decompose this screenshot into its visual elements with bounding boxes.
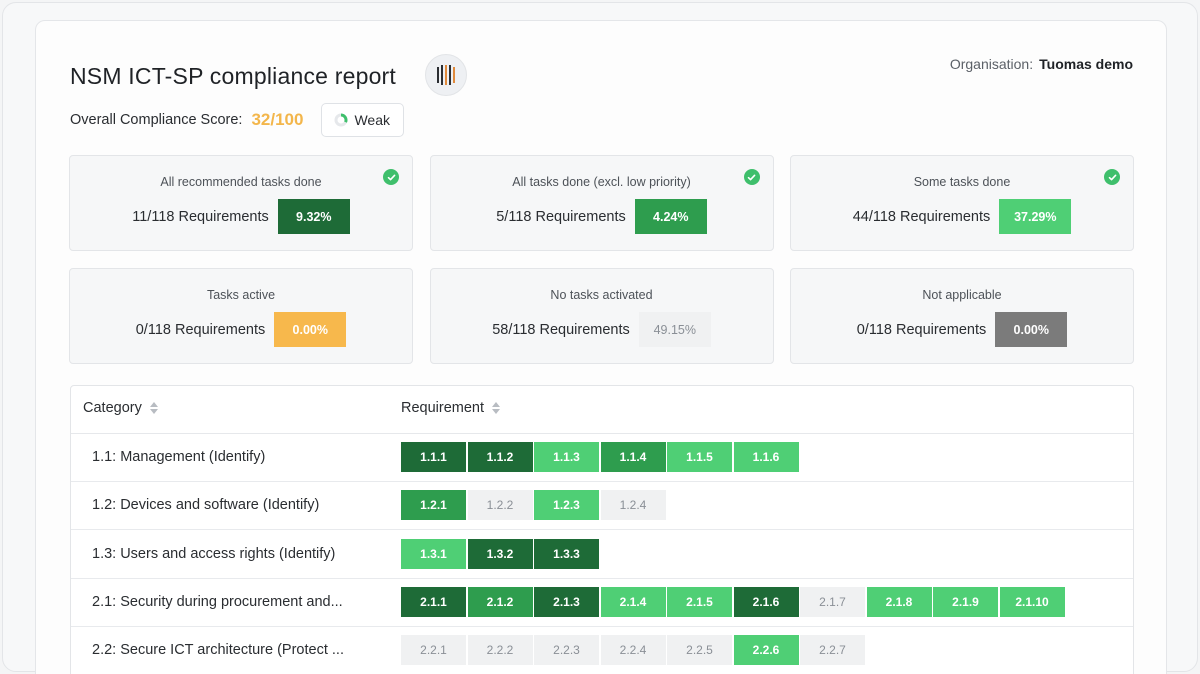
score-label: Overall Compliance Score:	[70, 112, 243, 128]
requirement-chip[interactable]: 1.3.2	[467, 538, 533, 569]
requirement-chip[interactable]: 2.2.4	[600, 635, 666, 666]
requirement-chips: 2.1.1 2.1.2 2.1.3 2.1.4 2.1.5 2.1.6 2.1.7 2.1.8…	[401, 586, 1066, 617]
requirement-chip[interactable]: 1.1.5	[667, 442, 732, 472]
table-row[interactable]: 1.3: Users and access rights (Identify) 1…	[71, 531, 1133, 579]
requirement-chip[interactable]: 2.1.2	[467, 586, 533, 617]
table-row[interactable]: 1.1: Management (Identify) 1.1.1 1.1.2 1.1.…	[71, 434, 1133, 482]
stat-requirements: 11/118 Requirements	[132, 208, 269, 225]
stat-requirements: 58/118 Requirements	[492, 321, 630, 338]
requirement-chip[interactable]: 2.1.7	[800, 586, 865, 617]
stat-percent-badge: 37.29%	[999, 199, 1072, 234]
requirement-chip[interactable]: 2.2.5	[667, 635, 732, 666]
requirements-table: Category Requirement 1.1: Management (Id…	[70, 385, 1134, 674]
requirement-chip[interactable]: 2.1.4	[600, 586, 666, 617]
check-circle-icon	[1104, 169, 1120, 185]
requirement-header-label: Requirement	[401, 400, 485, 416]
organisation-name: Tuomas demo	[1039, 56, 1133, 72]
stat-caption: Tasks active	[206, 288, 276, 302]
requirement-chips: 1.3.1 1.3.2 1.3.3	[401, 538, 601, 569]
requirement-chips: 2.2.1 2.2.2 2.2.3 2.2.4 2.2.5 2.2.6 2.2.7	[401, 635, 867, 666]
category-name: 1.1: Management (Identify)	[92, 449, 266, 465]
sort-icon[interactable]	[149, 402, 158, 414]
stat-percent-badge: 9.32%	[277, 199, 350, 234]
requirement-chip[interactable]: 1.3.3	[534, 538, 599, 569]
progress-ring-icon	[334, 113, 348, 127]
requirement-chips: 1.1.1 1.1.2 1.1.3 1.1.4 1.1.5 1.1.6	[401, 442, 800, 472]
score-value: 32/100	[251, 110, 304, 129]
requirement-chip[interactable]: 2.1.6	[733, 586, 799, 617]
sort-icon[interactable]	[492, 402, 501, 414]
stat-card: All tasks done (excl. low priority) 5/118…	[429, 155, 774, 251]
requirement-chip[interactable]: 2.2.6	[733, 635, 799, 666]
rating-badge[interactable]: Weak	[321, 103, 405, 137]
stat-caption: Some tasks done	[913, 175, 1011, 189]
stat-requirements: 44/118 Requirements	[852, 208, 991, 225]
requirement-chip[interactable]: 1.1.4	[600, 442, 666, 472]
check-circle-icon	[383, 169, 399, 185]
requirement-chip[interactable]: 2.2.2	[467, 635, 533, 666]
requirement-chip[interactable]: 1.1.1	[401, 442, 466, 472]
stat-percent-badge: 4.24%	[634, 199, 707, 234]
organisation-label: Organisation:	[949, 56, 1034, 72]
requirement-chip[interactable]: 1.2.4	[600, 490, 666, 521]
requirement-chip[interactable]: 2.1.1	[401, 586, 466, 617]
category-name: 2.1: Security during procurement and...	[92, 593, 343, 610]
category-name: 1.2: Devices and software (Identify)	[92, 497, 320, 514]
stat-caption: No tasks activated	[550, 288, 653, 302]
vertical-bars-logo-icon	[425, 54, 467, 96]
requirement-chip[interactable]: 2.2.3	[534, 635, 599, 666]
requirement-chip[interactable]: 1.1.6	[733, 442, 799, 472]
stat-requirements: 0/118 Requirements	[856, 321, 987, 338]
table-header: Category Requirement	[71, 386, 1133, 434]
requirement-chip[interactable]: 1.2.1	[401, 490, 466, 521]
requirement-chips: 1.2.1 1.2.2 1.2.3 1.2.4	[401, 490, 667, 521]
requirement-chip[interactable]: 2.1.3	[534, 586, 599, 617]
stat-card: Tasks active 0/118 Requirements 0.00%	[69, 268, 413, 364]
category-name: 2.2: Secure ICT architecture (Protect ..…	[92, 642, 344, 659]
stat-card: All recommended tasks done 11/118 Require…	[69, 155, 413, 251]
table-row[interactable]: 2.1: Security during procurement and... 2…	[71, 579, 1133, 627]
requirement-chip[interactable]: 1.1.2	[467, 442, 533, 472]
table-row[interactable]: 2.2: Secure ICT architecture (Protect ..…	[71, 627, 1133, 674]
check-circle-icon	[743, 169, 760, 185]
category-name: 1.3: Users and access rights (Identify)	[92, 545, 336, 562]
stat-card: Not applicable 0/118 Requirements 0.00%	[790, 268, 1134, 364]
stat-percent-badge: 49.15%	[638, 312, 711, 347]
requirement-column-header[interactable]: Requirement	[401, 400, 501, 416]
requirement-chip[interactable]: 1.1.3	[534, 442, 599, 472]
stat-percent-badge: 0.00%	[274, 312, 347, 347]
requirement-chip[interactable]: 2.1.10	[999, 586, 1065, 617]
page-title: NSM ICT-SP compliance report	[70, 63, 397, 89]
organisation-info: Organisation: Tuomas demo	[950, 56, 1133, 72]
requirement-chip[interactable]: 2.2.7	[800, 635, 865, 666]
stat-requirements: 5/118 Requirements	[496, 208, 626, 225]
requirement-chip[interactable]: 1.2.2	[467, 490, 533, 521]
requirement-chip[interactable]: 2.1.9	[933, 586, 998, 617]
category-header-label: Category	[83, 400, 142, 416]
stat-requirements: 0/118 Requirements	[135, 321, 266, 338]
stat-caption: Not applicable	[922, 288, 1002, 302]
table-row[interactable]: 1.2: Devices and software (Identify) 1.2.…	[71, 482, 1133, 531]
requirement-chip[interactable]: 1.2.3	[534, 490, 599, 521]
requirement-chip[interactable]: 2.1.5	[667, 586, 732, 617]
stat-caption: All recommended tasks done	[160, 175, 322, 189]
requirement-chip[interactable]: 1.3.1	[401, 538, 466, 569]
category-column-header[interactable]: Category	[83, 400, 158, 416]
stat-percent-badge: 0.00%	[995, 312, 1068, 347]
stat-card: No tasks activated 58/118 Requirements 49.…	[429, 268, 774, 364]
rating-label: Weak	[354, 112, 391, 128]
stat-caption: All tasks done (excl. low priority)	[512, 175, 691, 189]
compliance-score-row: Overall Compliance Score: 32/100 Weak	[70, 103, 405, 137]
requirement-chip[interactable]: 2.1.8	[866, 586, 932, 617]
report-card: NSM ICT-SP compliance report Organisatio…	[35, 20, 1167, 674]
requirement-chip[interactable]: 2.2.1	[401, 635, 466, 666]
stat-card: Some tasks done 44/118 Requirements 37.29%	[790, 155, 1134, 251]
